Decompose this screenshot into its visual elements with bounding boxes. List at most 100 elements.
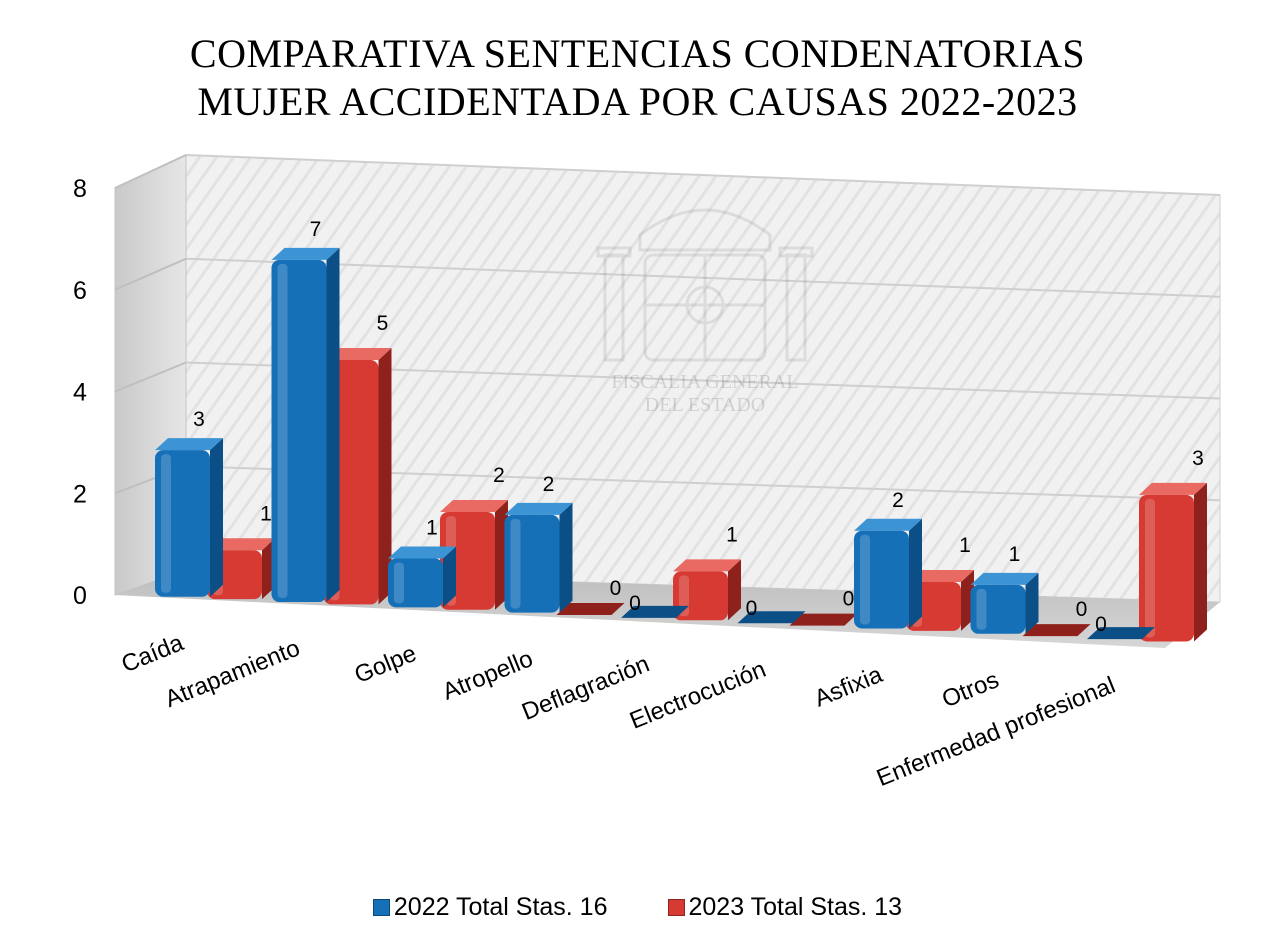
series-2022-bar-highlight bbox=[394, 562, 404, 604]
series-2023-bar-top bbox=[1139, 482, 1207, 495]
series-2022-bar-side bbox=[210, 438, 223, 597]
series-2022-bar bbox=[1087, 627, 1155, 640]
series-2023-bar-top bbox=[440, 499, 508, 512]
series-2022-bar bbox=[621, 605, 689, 618]
series-2023-bar bbox=[789, 613, 858, 626]
gridline-side bbox=[114, 361, 187, 393]
chart-title: COMPARATIVA SENTENCIAS CONDENATORIAS MUJ… bbox=[0, 30, 1275, 126]
gridline-side bbox=[114, 257, 187, 291]
y-tick-label: 2 bbox=[73, 480, 87, 508]
series-2022-bar-flat bbox=[737, 611, 806, 624]
value-label-2022: 1 bbox=[1009, 543, 1021, 566]
series-2023-bar-highlight bbox=[1145, 498, 1155, 638]
legend-item-2022: 2022 Total Stas. 16 bbox=[372, 893, 608, 922]
value-label-2023: 1 bbox=[726, 523, 738, 546]
series-2022-bar bbox=[854, 518, 922, 629]
value-label-2022: 0 bbox=[746, 597, 758, 620]
series-2022-bar bbox=[737, 611, 806, 624]
series-2022-bar-front bbox=[155, 450, 210, 597]
watermark-text-1: FISCALIA GENERAL bbox=[611, 371, 798, 393]
value-label-2023: 3 bbox=[1192, 447, 1204, 470]
chart-title-line-1: COMPARATIVA SENTENCIAS CONDENATORIAS bbox=[189, 31, 1086, 76]
y-tick-label: 8 bbox=[73, 175, 87, 203]
series-2022-bar bbox=[155, 438, 223, 597]
series-2022-bar-highlight bbox=[976, 588, 987, 630]
series-2022-bar-highlight bbox=[510, 518, 521, 609]
category-label: Otros bbox=[938, 666, 1003, 713]
category-label: Atropello bbox=[439, 645, 537, 706]
series-2022-bar-highlight bbox=[277, 263, 288, 599]
series-2023-bar-flat bbox=[1022, 624, 1091, 637]
value-label-2023: 5 bbox=[377, 312, 389, 335]
series-2023-bar-top bbox=[207, 538, 275, 551]
value-label-2023: 0 bbox=[1076, 598, 1088, 621]
legend: 2022 Total Stas. 16 2023 Total Stas. 13 bbox=[0, 893, 1275, 922]
legend-item-2023: 2023 Total Stas. 13 bbox=[667, 893, 903, 922]
series-2022-bar-front bbox=[970, 584, 1026, 634]
y-axis: 0 2 4 6 8 bbox=[73, 175, 87, 610]
watermark-crest-icon bbox=[596, 208, 814, 362]
series-2022-bar-highlight bbox=[860, 534, 870, 625]
bars bbox=[155, 247, 1207, 642]
legend-label-2023: 2023 Total Stas. 13 bbox=[688, 893, 903, 921]
value-label-2022: 7 bbox=[310, 218, 322, 241]
category-label: Asfixia bbox=[811, 661, 887, 713]
gridline bbox=[185, 257, 1221, 298]
value-label-2022: 2 bbox=[892, 489, 904, 512]
category-label: Golpe bbox=[351, 640, 420, 689]
series-2022-bar-front bbox=[504, 514, 560, 613]
series-2023-bar-flat bbox=[556, 603, 625, 616]
series-2022-bar-front bbox=[854, 530, 909, 629]
series-2022-bar-flat bbox=[1087, 627, 1155, 640]
value-label-2023: 0 bbox=[843, 588, 855, 611]
value-label-2022: 3 bbox=[193, 408, 205, 431]
series-2023-bar-side bbox=[728, 559, 741, 621]
legend-swatch-2023 bbox=[667, 899, 685, 916]
series-2022-bar-top bbox=[388, 546, 456, 559]
series-2022-bar-top bbox=[155, 438, 223, 451]
series-2022-bar-side bbox=[326, 247, 340, 603]
series-2022-bar-top bbox=[271, 247, 340, 260]
value-label-2023: 2 bbox=[493, 464, 505, 487]
series-2022-bar-top bbox=[504, 502, 573, 515]
series-2022-bar bbox=[271, 247, 340, 603]
series-2023-bar-top bbox=[673, 559, 741, 572]
value-label-2022: 2 bbox=[543, 473, 555, 496]
legend-label-2022: 2022 Total Stas. 16 bbox=[393, 893, 608, 921]
gridline bbox=[185, 154, 1221, 196]
series-2022-bar-highlight bbox=[161, 454, 171, 593]
series-2022-bar-flat bbox=[621, 605, 689, 618]
series-2022-bar-side bbox=[559, 502, 573, 613]
y-tick-label: 6 bbox=[73, 277, 87, 305]
value-label-2022: 1 bbox=[426, 516, 438, 539]
series-2023-bar-side bbox=[1194, 482, 1207, 642]
series-2022-bar-top bbox=[854, 518, 922, 531]
series-2023-bar-front bbox=[673, 571, 728, 621]
value-label-2023: 1 bbox=[260, 502, 272, 525]
gridline-side bbox=[114, 154, 187, 189]
series-2023-bar bbox=[1022, 624, 1091, 637]
category-label: Caída bbox=[118, 629, 188, 678]
series-2022-bar bbox=[504, 502, 573, 613]
value-label-2023: 0 bbox=[610, 577, 622, 600]
value-label-2022: 0 bbox=[629, 592, 641, 615]
series-2022-bar-front bbox=[271, 259, 327, 603]
series-2023-bar-top bbox=[323, 348, 392, 361]
series-2022-bar-top bbox=[970, 572, 1039, 585]
value-label-2023: 1 bbox=[959, 534, 971, 557]
series-2022-bar-side bbox=[909, 518, 922, 629]
watermark-text-2: DEL ESTADO bbox=[645, 394, 765, 416]
y-tick-label: 4 bbox=[73, 379, 87, 407]
legend-swatch-2022 bbox=[372, 899, 390, 916]
value-label-2022: 0 bbox=[1095, 613, 1107, 636]
series-2022-bar-front bbox=[388, 558, 443, 608]
series-2022-bar bbox=[388, 546, 456, 608]
series-2023-bar-flat bbox=[789, 613, 858, 626]
series-2022-bar-side bbox=[443, 546, 456, 608]
y-tick-label: 0 bbox=[73, 582, 87, 610]
series-2023-bar bbox=[673, 559, 741, 621]
series-2023-bar-top bbox=[906, 569, 974, 582]
